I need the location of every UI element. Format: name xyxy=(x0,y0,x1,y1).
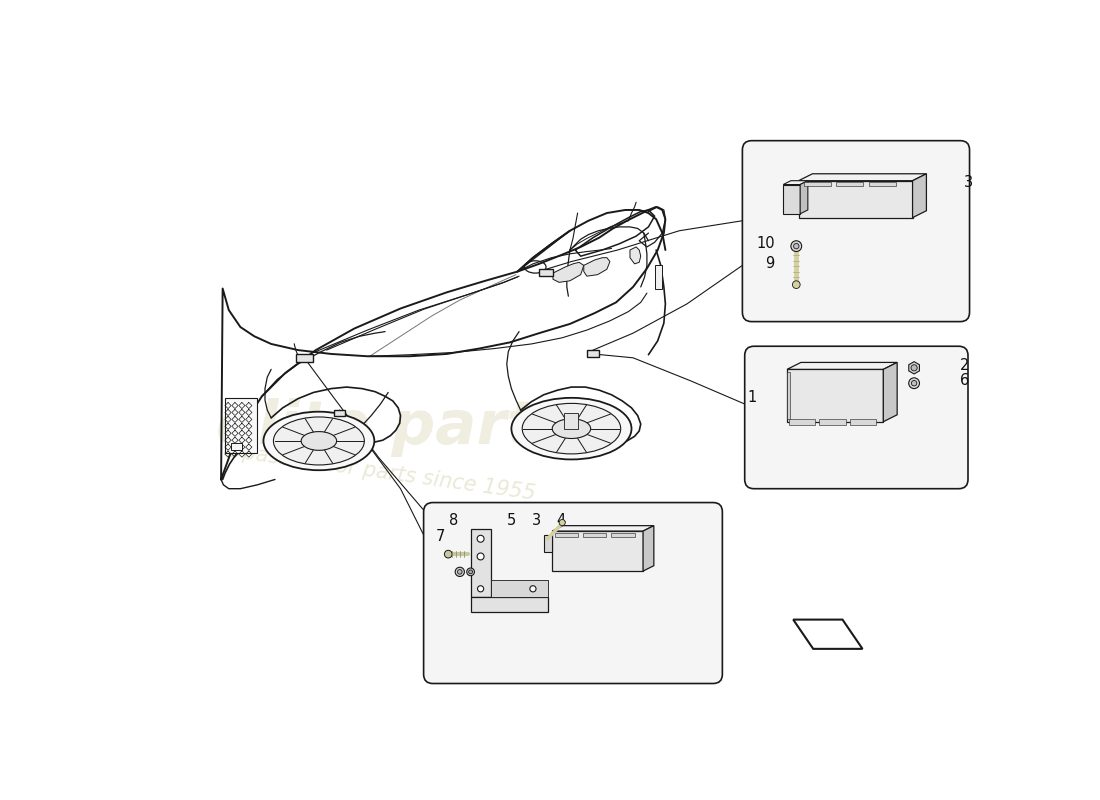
Circle shape xyxy=(912,381,916,386)
Polygon shape xyxy=(553,262,584,282)
Bar xyxy=(554,534,578,538)
Bar xyxy=(804,182,830,186)
Bar xyxy=(799,181,913,218)
Text: 10: 10 xyxy=(756,236,774,251)
Bar xyxy=(788,372,790,419)
Ellipse shape xyxy=(274,417,364,465)
Text: 7: 7 xyxy=(436,529,446,544)
Polygon shape xyxy=(799,174,926,181)
Bar xyxy=(869,182,895,186)
Polygon shape xyxy=(472,529,491,597)
Ellipse shape xyxy=(522,403,620,454)
Text: 2: 2 xyxy=(960,358,970,373)
Circle shape xyxy=(793,243,799,249)
Polygon shape xyxy=(491,579,548,597)
Polygon shape xyxy=(630,247,640,264)
Polygon shape xyxy=(543,535,552,552)
Bar xyxy=(552,531,644,571)
Bar xyxy=(820,419,846,425)
Circle shape xyxy=(559,519,565,526)
Ellipse shape xyxy=(264,412,374,470)
Bar xyxy=(789,419,815,425)
FancyBboxPatch shape xyxy=(745,346,968,489)
Circle shape xyxy=(909,378,920,389)
Polygon shape xyxy=(224,398,257,454)
Polygon shape xyxy=(788,362,898,370)
Circle shape xyxy=(911,365,917,371)
Circle shape xyxy=(792,281,800,289)
Text: 8: 8 xyxy=(449,513,459,528)
Ellipse shape xyxy=(512,398,631,459)
Bar xyxy=(334,410,345,416)
Bar xyxy=(783,185,800,214)
Circle shape xyxy=(469,570,473,574)
Text: 1: 1 xyxy=(747,390,757,406)
Polygon shape xyxy=(883,362,898,422)
Ellipse shape xyxy=(552,418,591,438)
Bar xyxy=(612,534,635,538)
Polygon shape xyxy=(783,181,807,185)
Text: elite parts: elite parts xyxy=(217,398,572,457)
Circle shape xyxy=(477,553,484,560)
Polygon shape xyxy=(793,619,862,649)
Bar xyxy=(788,370,883,422)
Bar xyxy=(587,350,600,357)
FancyBboxPatch shape xyxy=(742,141,969,322)
Circle shape xyxy=(791,241,802,251)
Polygon shape xyxy=(552,526,653,531)
Text: 4: 4 xyxy=(556,513,565,528)
Bar xyxy=(231,442,242,450)
Circle shape xyxy=(455,567,464,577)
Circle shape xyxy=(477,586,484,592)
Text: a passion for parts since 1955: a passion for parts since 1955 xyxy=(221,440,537,503)
Bar xyxy=(654,266,662,289)
Text: 3: 3 xyxy=(964,174,974,190)
Circle shape xyxy=(477,535,484,542)
Bar xyxy=(539,270,553,276)
Circle shape xyxy=(444,550,452,558)
Polygon shape xyxy=(913,174,926,218)
Polygon shape xyxy=(472,597,548,612)
Text: 9: 9 xyxy=(766,256,774,271)
Bar xyxy=(836,182,864,186)
FancyBboxPatch shape xyxy=(424,502,723,683)
Circle shape xyxy=(466,568,474,576)
Text: 3: 3 xyxy=(531,513,540,528)
Circle shape xyxy=(458,570,462,574)
Polygon shape xyxy=(800,181,807,214)
Text: 6: 6 xyxy=(960,374,969,388)
Bar xyxy=(583,534,606,538)
Text: 5: 5 xyxy=(507,513,516,528)
Polygon shape xyxy=(644,526,653,571)
Bar xyxy=(563,414,578,429)
Polygon shape xyxy=(584,258,609,276)
Bar xyxy=(296,354,312,362)
Bar xyxy=(850,419,877,425)
Circle shape xyxy=(530,586,536,592)
Ellipse shape xyxy=(301,431,337,450)
